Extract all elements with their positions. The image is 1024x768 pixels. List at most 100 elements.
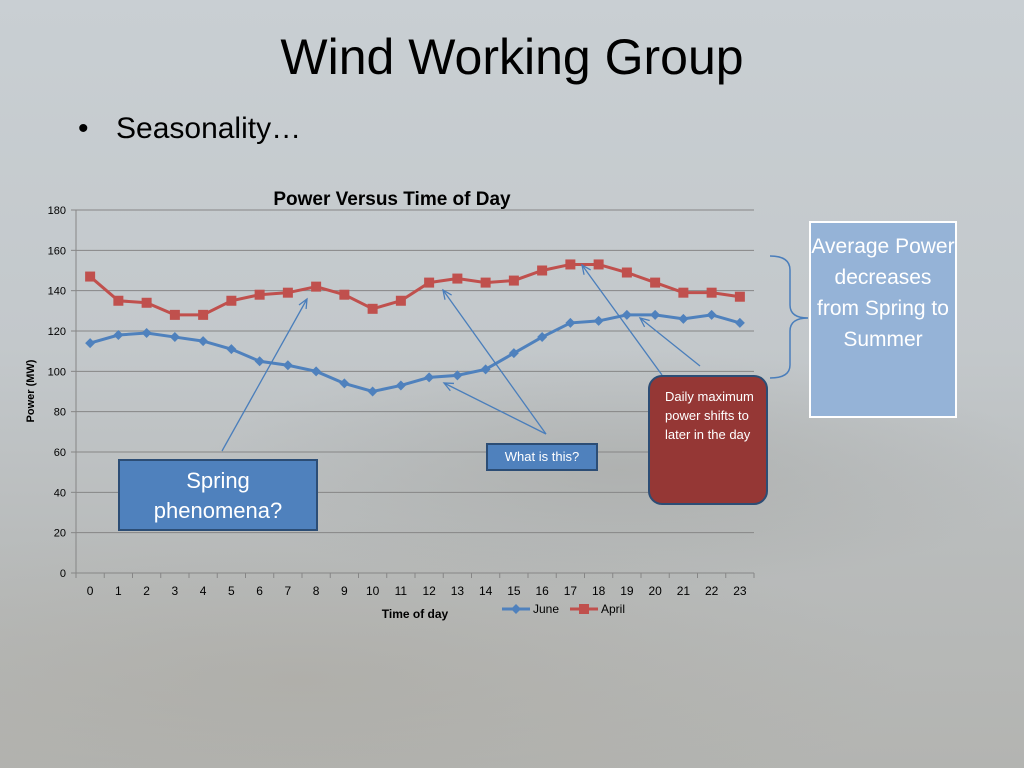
- april-point-14: [480, 277, 491, 288]
- june-point-4: [198, 336, 209, 347]
- april-point-6: [254, 289, 265, 300]
- x-axis-label: Time of day: [382, 607, 449, 621]
- y-tick-label-160: 160: [48, 245, 66, 257]
- arrow-what-lower-arrowhead-icon: [442, 382, 455, 392]
- june-series-line: [89, 313, 741, 394]
- april-point-23: [734, 291, 745, 302]
- june-point-22: [706, 309, 717, 320]
- arrow-daily-june: [638, 317, 701, 367]
- x-tick-label-21: 21: [677, 584, 691, 598]
- x-tick-label-16: 16: [535, 584, 549, 598]
- y-axis-label: Power (MW): [25, 359, 37, 422]
- x-tick-label-1: 1: [115, 584, 122, 598]
- june-point-20: [650, 309, 661, 320]
- june-point-18: [593, 315, 604, 326]
- y-tick-label-100: 100: [48, 366, 66, 378]
- april-point-0: [85, 271, 96, 282]
- average-power-callout: Average Power decreases from Spring to S…: [809, 221, 957, 418]
- daily-maximum-callout: Daily maximum power shifts to later in t…: [648, 375, 768, 505]
- x-tick-label-23: 23: [733, 584, 747, 598]
- y-tick-label-140: 140: [48, 286, 66, 298]
- bracket-icon: [769, 255, 809, 379]
- april-point-21: [678, 287, 689, 298]
- arrow-daily-april: [581, 263, 663, 376]
- june-point-15: [508, 348, 519, 359]
- arrow-what-upper-arrowhead-icon: [442, 288, 452, 300]
- y-tick-label-20: 20: [54, 528, 66, 540]
- june-point-11: [395, 380, 406, 391]
- april-point-18: [593, 259, 604, 270]
- x-tick-label-5: 5: [228, 584, 235, 598]
- x-tick-label-10: 10: [366, 584, 380, 598]
- x-tick-label-17: 17: [564, 584, 578, 598]
- x-tick-label-12: 12: [422, 584, 436, 598]
- x-tick-label-14: 14: [479, 584, 493, 598]
- arrow-what-lower-shaft: [443, 382, 547, 435]
- arrow-daily-april-shaft: [581, 264, 663, 376]
- april-point-7: [282, 287, 293, 298]
- arrow-what-lower: [442, 382, 547, 435]
- june-legend-marker: [511, 604, 521, 614]
- june-point-7: [282, 360, 293, 371]
- x-tick-label-0: 0: [87, 584, 94, 598]
- april-point-13: [452, 273, 463, 284]
- x-tick-label-22: 22: [705, 584, 719, 598]
- april-legend-marker: [579, 604, 589, 614]
- june-point-12: [424, 372, 435, 383]
- june-point-1: [113, 330, 124, 341]
- april-point-12: [424, 277, 435, 288]
- chart-axes: [71, 209, 755, 578]
- x-tick-label-9: 9: [341, 584, 348, 598]
- y-tick-label-60: 60: [54, 447, 66, 459]
- arrow-spring-shaft: [221, 298, 308, 452]
- june-point-17: [565, 317, 576, 328]
- april-point-9: [339, 289, 350, 300]
- x-tick-label-11: 11: [395, 584, 408, 598]
- bullet-item: • Seasonality…: [78, 112, 301, 146]
- x-tick-label-15: 15: [507, 584, 521, 598]
- april-point-22: [706, 287, 717, 298]
- chart-legend: June April: [502, 602, 625, 616]
- x-tick-labels: 0 1 2 3 4 5 6 7 8 9 10 11 12 13 14 15 16 17 18 19 20 21 22 23: [87, 584, 747, 598]
- arrow-daily-june-shaft: [639, 317, 701, 367]
- chart-title: Power Versus Time of Day: [273, 189, 511, 210]
- june-point-2: [141, 328, 152, 339]
- x-tick-label-8: 8: [313, 584, 320, 598]
- april-point-15: [508, 275, 519, 286]
- april-point-2: [141, 297, 152, 308]
- y-tick-label-80: 80: [54, 407, 66, 419]
- spring-phenomena-callout: Spring phenomena?: [118, 459, 318, 531]
- april-point-8: [311, 281, 322, 292]
- bullet-dot-icon: •: [78, 112, 89, 145]
- april-legend-label: April: [601, 602, 625, 616]
- x-tick-label-20: 20: [648, 584, 662, 598]
- y-tick-label-180: 180: [48, 205, 66, 217]
- june-point-5: [226, 344, 237, 355]
- april-series-line: [89, 262, 741, 317]
- june-point-23: [734, 317, 745, 328]
- arrow-spring: [221, 297, 308, 452]
- april-point-4: [198, 309, 209, 320]
- april-point-1: [113, 295, 124, 306]
- arrow-what-upper-shaft: [442, 289, 547, 435]
- april-point-10: [367, 303, 378, 314]
- y-tick-label-40: 40: [54, 487, 66, 499]
- x-tick-label-7: 7: [285, 584, 292, 598]
- june-point-21: [678, 313, 689, 324]
- x-tick-label-2: 2: [143, 584, 150, 598]
- bullet-text: Seasonality…: [116, 112, 302, 145]
- x-tick-label-3: 3: [172, 584, 179, 598]
- x-tick-label-6: 6: [256, 584, 263, 598]
- june-legend-label: June: [533, 602, 559, 616]
- annotation-arrows: [221, 263, 701, 452]
- june-point-13: [452, 370, 463, 381]
- x-tick-label-4: 4: [200, 584, 207, 598]
- y-tick-label-0: 0: [60, 568, 66, 580]
- arrow-daily-april-arrowhead-icon: [581, 263, 591, 275]
- june-point-6: [254, 356, 265, 367]
- june-point-3: [169, 332, 180, 343]
- april-point-3: [169, 309, 180, 320]
- y-tick-label-120: 120: [48, 326, 66, 338]
- april-point-11: [395, 295, 406, 306]
